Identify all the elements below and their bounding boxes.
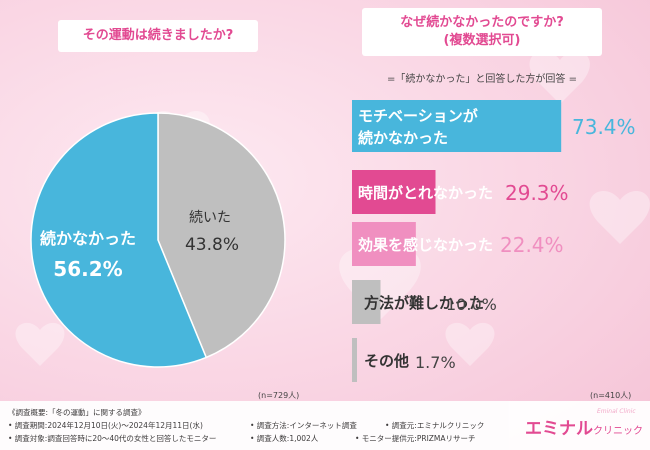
pie-sample-size: (n=729人) (258, 391, 300, 400)
footer-method: • 調査方法:インターネット調査 (250, 421, 357, 430)
bar-question-line2: (複数選択可) (443, 33, 521, 48)
bar-label-3: 効果を感じなかった (358, 236, 493, 254)
bar-value-1: 73.4% (572, 115, 636, 139)
bar-3 (352, 222, 416, 266)
footer-provider: • モニター提供元:PRIZMAリサーチ (355, 434, 476, 443)
pie-label-continued: 続いた (189, 209, 231, 226)
bar-sample-size: (n=410人) (590, 391, 632, 400)
pie-value-not-continued: 56.2% (53, 257, 122, 281)
bar-label-2: 時間がとれなかった (358, 184, 493, 202)
footer-period: • 調査期間:2024年12月10日(火)〜2024年12月11日(水) (8, 421, 203, 430)
brand-name: エミナル (525, 419, 593, 439)
pie-label-not-continued: 続かなかった (40, 229, 136, 248)
bar-question-title: なぜ続かなかったのですか? (複数選択可) (362, 8, 602, 56)
bar-1 (352, 100, 562, 152)
pie-question-title: その運動は続きましたか? (58, 20, 258, 52)
footer-target: • 調査対象:調査回答時に20〜40代の女性と回答したモニター (8, 434, 217, 443)
brand-logo: エミナルクリニック (525, 414, 643, 439)
survey-footer: 《調査概要:「冬の運動」に関する調査》 • 調査期間:2024年12月10日(火… (0, 401, 650, 450)
pie-slice-continued (157, 112, 286, 359)
brand-suffix: クリニック (593, 426, 643, 437)
bar-label-1-line1: モチベーションが (358, 107, 479, 125)
brand-deco-text: Eminal Clinic (597, 408, 636, 415)
bar-value-2: 29.3% (505, 181, 569, 205)
footer-count: • 調査人数:1,002人 (250, 434, 319, 443)
bar-label-4: 方法が難しかった (364, 294, 484, 312)
footer-source: • 調査元:エミナルクリニック (385, 421, 485, 430)
bar-label-1-line2: 続かなかった (358, 129, 448, 147)
bar-value-4: 10.0% (446, 295, 497, 314)
pie-value-continued: 43.8% (185, 235, 239, 255)
bar-subnote: =「続かなかった」と回答した方が回答 = (387, 74, 577, 85)
bar-4 (352, 280, 381, 324)
pie-slice-not-continued (30, 112, 208, 368)
bar-2 (352, 170, 436, 214)
bar-value-3: 22.4% (500, 233, 564, 257)
bar-label-5: その他 (364, 352, 409, 370)
bar-question-line1: なぜ続かなかったのですか? (400, 15, 564, 30)
bar-5 (352, 338, 357, 382)
bar-value-5: 1.7% (415, 353, 456, 372)
footer-title: 《調査概要:「冬の運動」に関する調査》 (8, 408, 146, 417)
